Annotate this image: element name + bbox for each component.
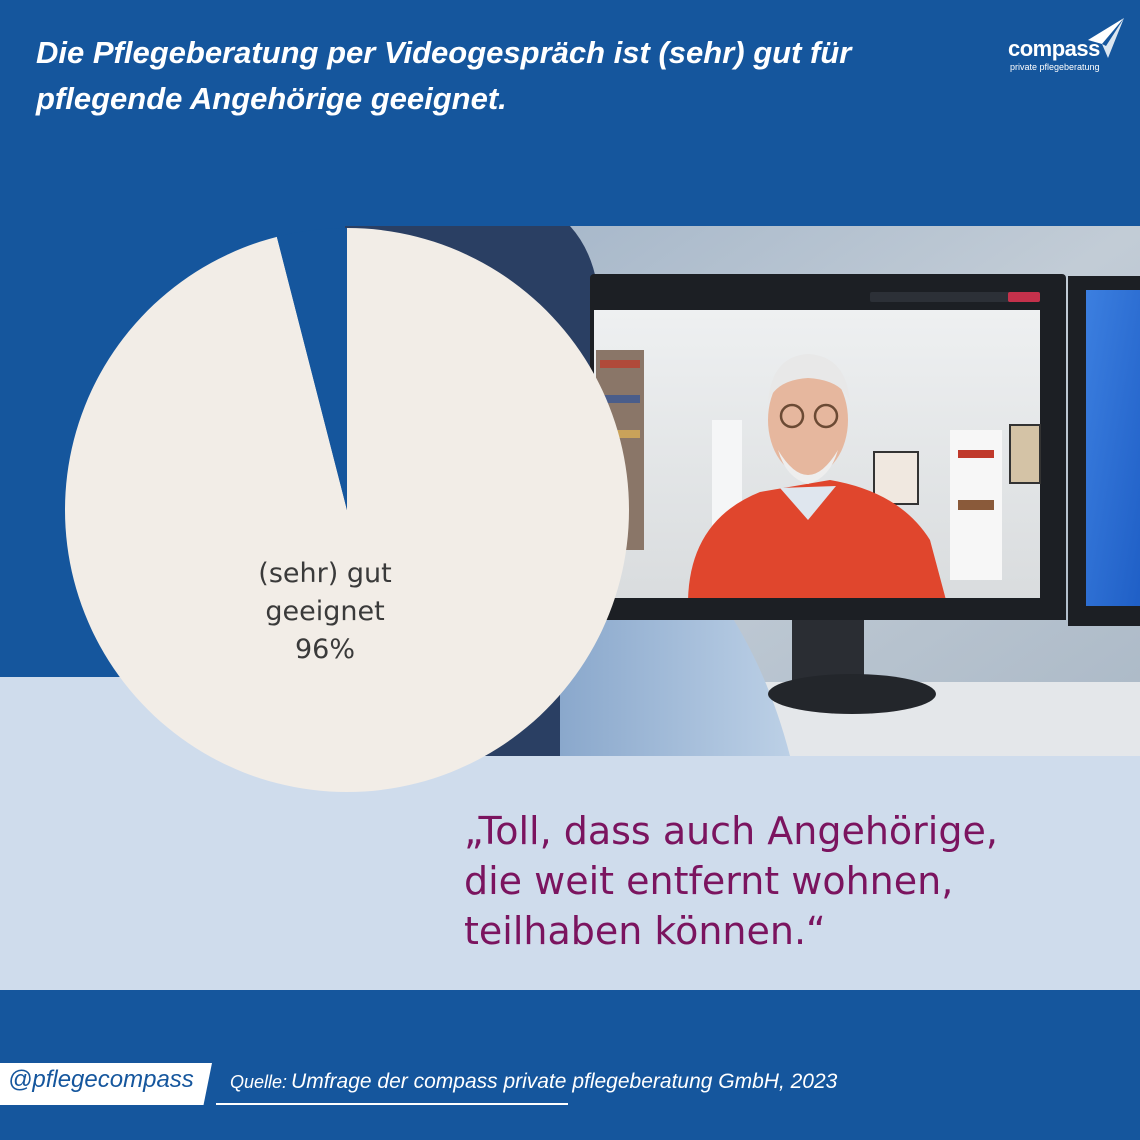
quote-line-2: die weit entfernt wohnen, [464,859,954,903]
pie-chart: (sehr) gut geeignet 96% [64,228,630,793]
social-handle: @pflegecompass [8,1066,194,1093]
pie-slice-0 [64,228,630,793]
logo-wordmark: compass [1008,36,1100,61]
pie-label-line-0: (sehr) gut [258,558,391,589]
source-label: Quelle: [230,1072,288,1092]
pie-slice-label-0: (sehr) gut geeignet 96% [258,558,391,665]
testimonial-quote: „Toll, dass auch Angehörige, die weit en… [464,806,1124,956]
logo-tagline: private pflegeberatung [1010,62,1100,72]
headline-line-2: pflegende Angehörige geeignet. [36,81,507,116]
headline: Die Pflegeberatung per Videogespräch ist… [36,30,936,122]
paper-plane-icon [1088,18,1124,58]
pie-label-line-2: 96% [295,634,355,665]
source-note: Quelle: Umfrage der compass private pfleg… [230,1070,837,1094]
quote-line-3: teilhaben können.“ [464,909,826,953]
pie-slice-1 [276,228,347,510]
pie-label-line-1: geeignet [265,596,384,627]
source-underline [216,1103,568,1105]
quote-line-1: „Toll, dass auch Angehörige, [464,809,998,853]
handle-box [0,1063,212,1105]
compass-logo: compass private pflegeberatung [1002,16,1128,76]
source-text: Umfrage der compass private pflegeberatu… [291,1070,838,1093]
headline-line-1: Die Pflegeberatung per Videogespräch ist… [36,35,852,70]
